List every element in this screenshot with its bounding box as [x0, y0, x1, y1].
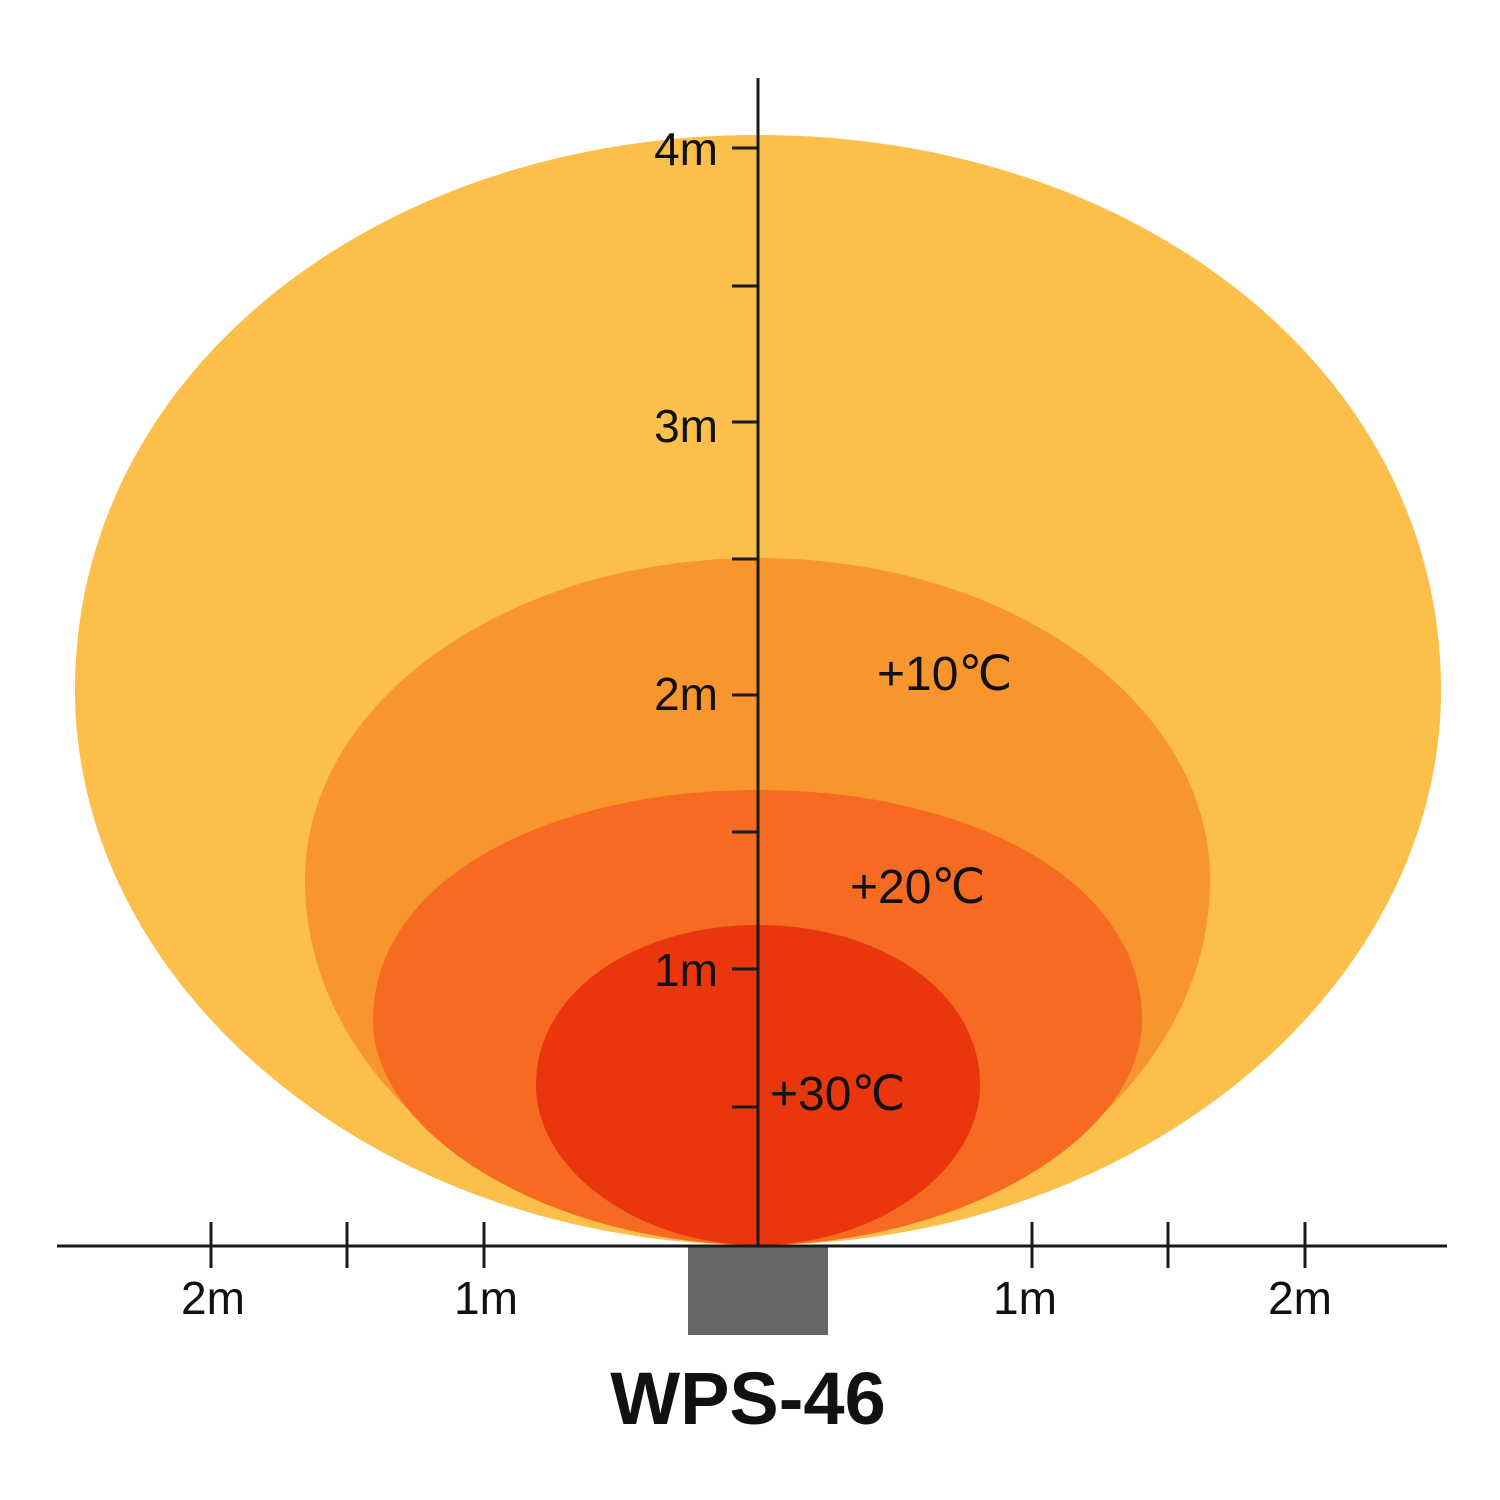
v-label-3m: 3m — [654, 400, 718, 452]
h-label-left-2m: 2m — [181, 1272, 245, 1324]
device-unit — [688, 1246, 828, 1335]
h-label-right-2m: 2m — [1268, 1272, 1332, 1324]
v-label-1m: 1m — [654, 944, 718, 996]
zone-labels: +10℃ +20℃ +30℃ — [770, 648, 1012, 1121]
h-label-left-1m: 1m — [454, 1272, 518, 1324]
h-label-right-1m: 1m — [993, 1272, 1057, 1324]
device-name: WPS-46 — [610, 1357, 886, 1440]
v-label-2m: 2m — [654, 668, 718, 720]
zone-label-10c: +10℃ — [877, 648, 1012, 701]
v-label-4m: 4m — [654, 123, 718, 175]
horizontal-axis: 2m 1m 1m 2m — [57, 1222, 1447, 1324]
zone-label-20c: +20℃ — [850, 861, 985, 914]
vertical-axis: 1m 2m 3m 4m — [654, 78, 760, 1246]
zone-label-30c: +30℃ — [770, 1068, 905, 1121]
